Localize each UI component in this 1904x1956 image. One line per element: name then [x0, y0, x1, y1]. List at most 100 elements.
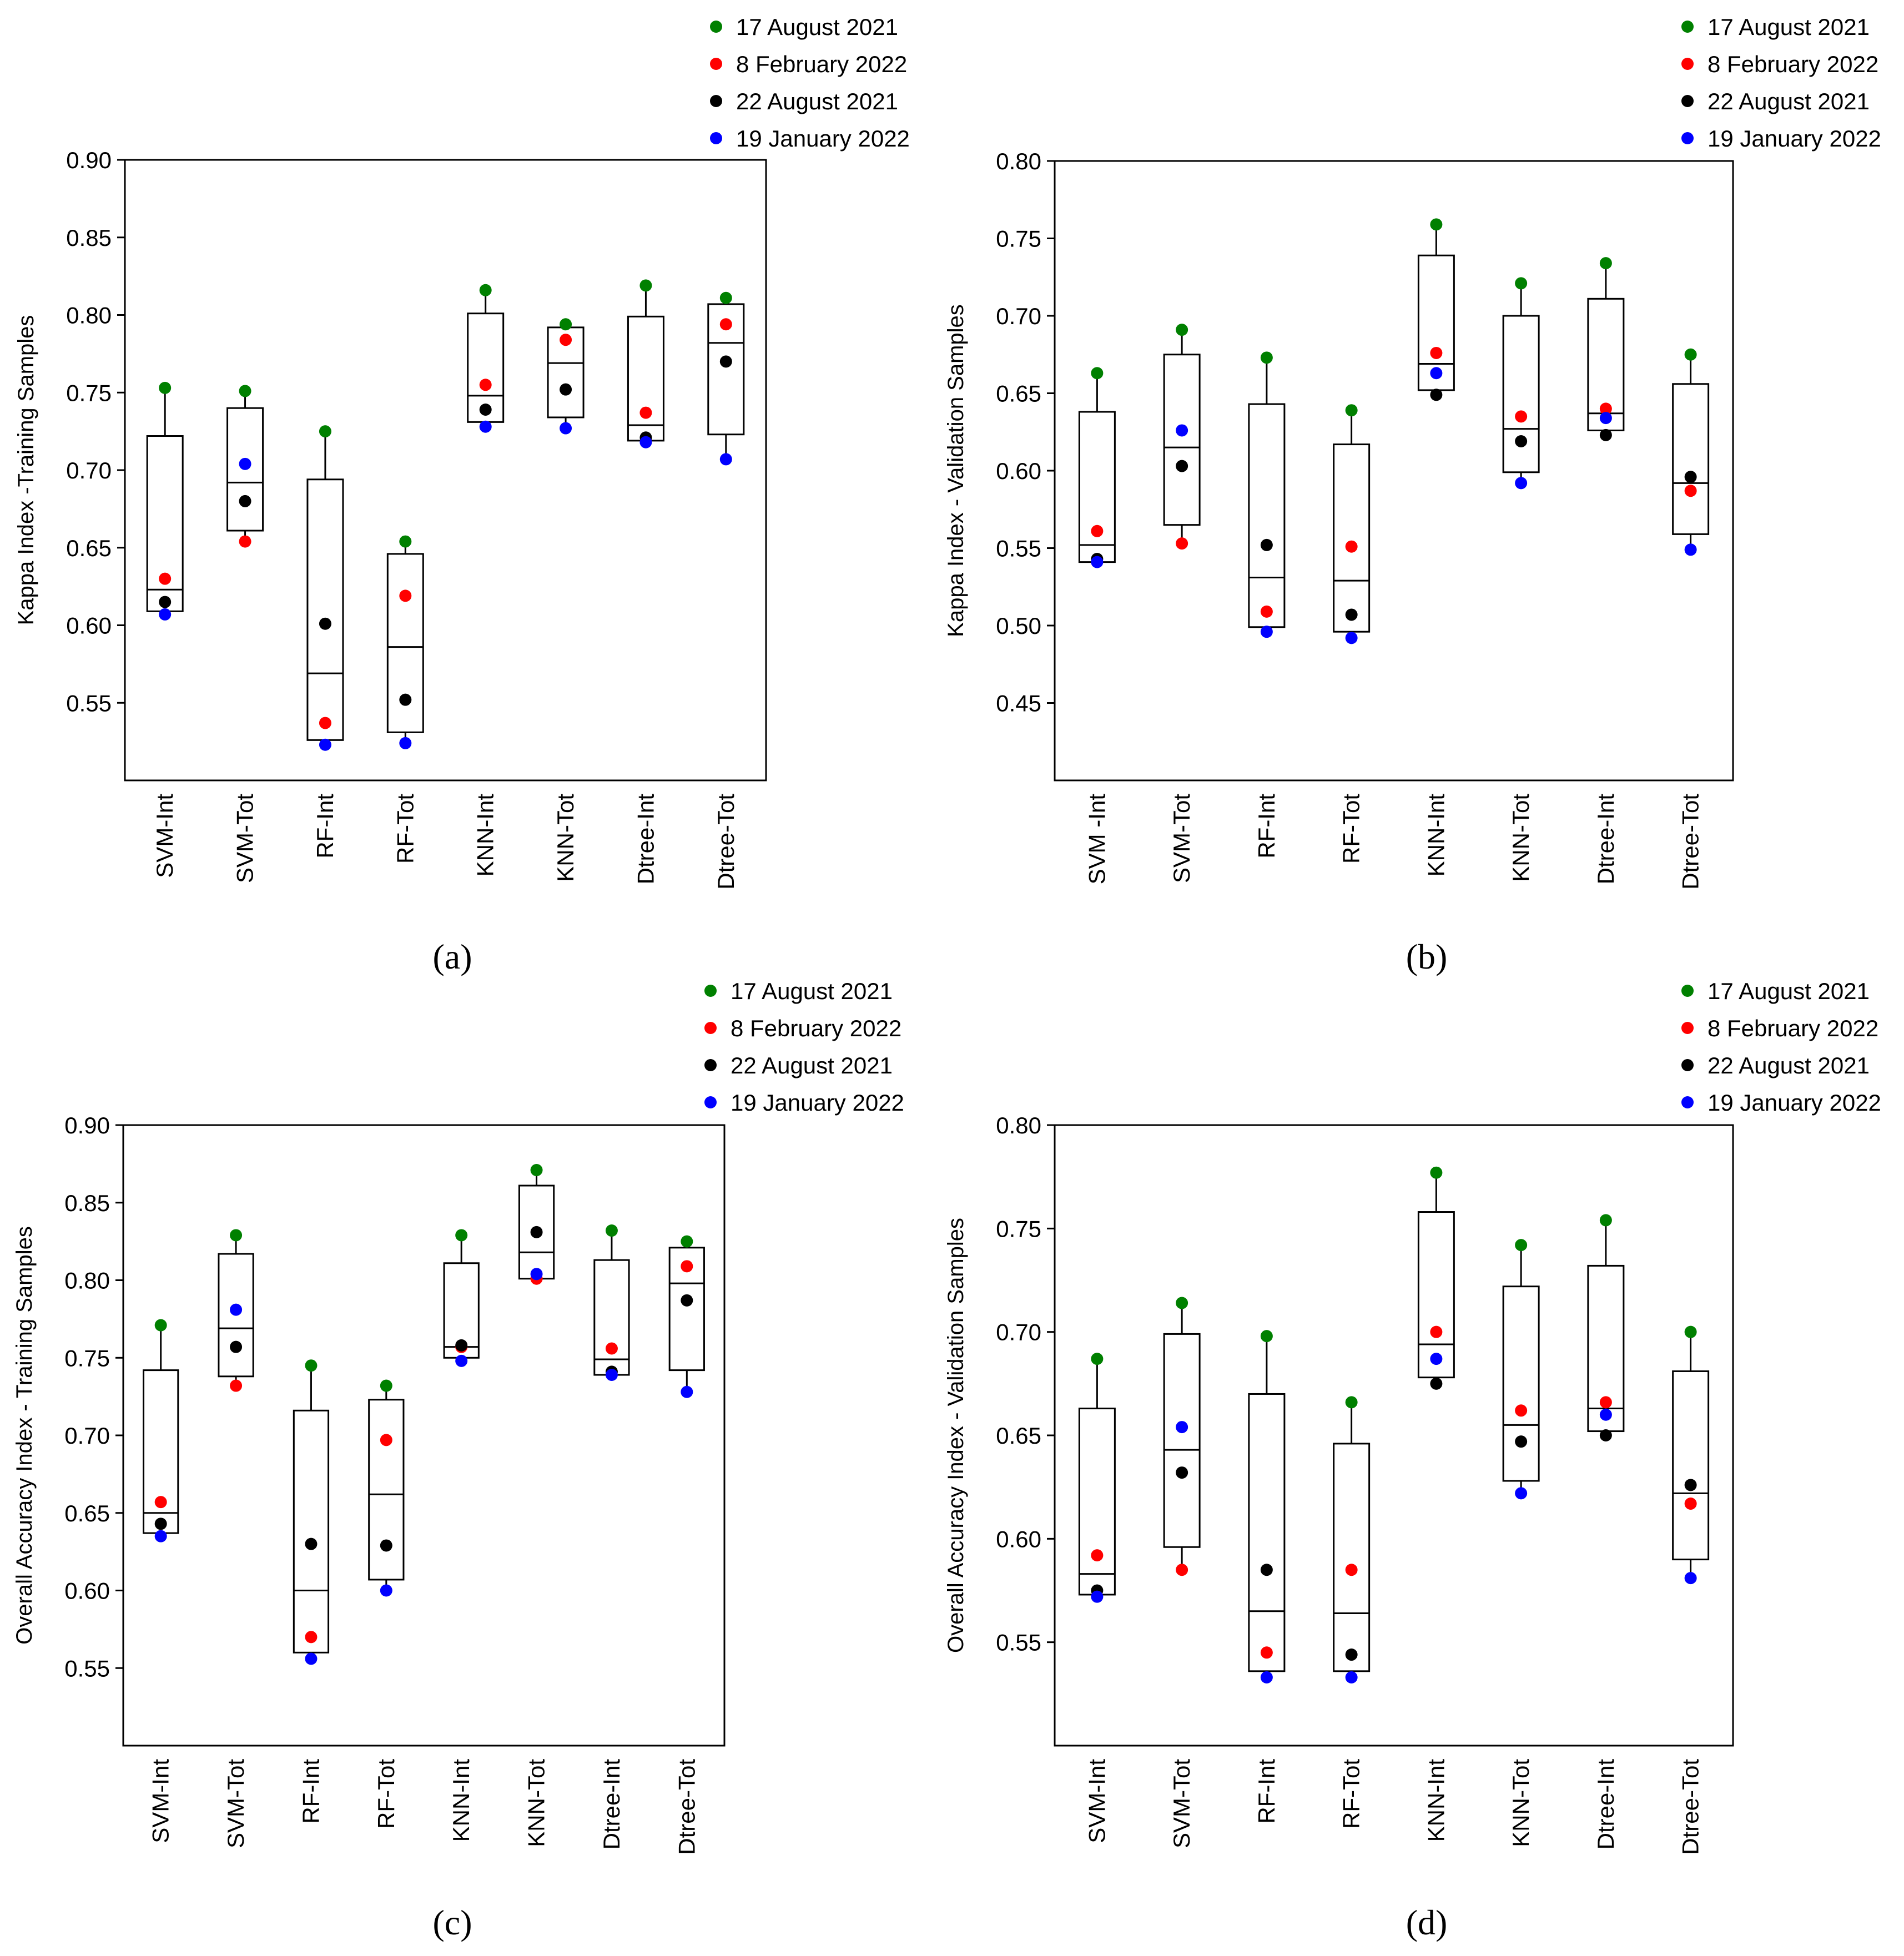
point-19-january-2022 — [1091, 1590, 1104, 1603]
point-22-august-2021 — [1599, 428, 1612, 441]
legend-marker — [704, 985, 717, 997]
y-tick-label: 0.90 — [64, 1112, 110, 1138]
x-tick-label: KNN-Tot — [1508, 794, 1534, 882]
point-8-february-2022 — [1599, 1396, 1612, 1409]
point-19-january-2022 — [159, 608, 172, 621]
x-tick-label: SVM-Tot — [1168, 1759, 1195, 1848]
point-19-january-2022 — [1515, 477, 1528, 490]
point-22-august-2021 — [1430, 389, 1443, 401]
point-17-august-2021 — [605, 1224, 618, 1237]
point-17-august-2021 — [479, 284, 492, 296]
legend: 17 August 2021 8 February 2022 22 August 2… — [710, 14, 910, 152]
legend-marker — [1681, 58, 1694, 70]
point-17-august-2021 — [1430, 1166, 1443, 1179]
point-19-january-2022 — [399, 737, 412, 749]
legend-label: 17 August 2021 — [731, 978, 893, 1004]
point-19-january-2022 — [1599, 1408, 1612, 1421]
y-tick-label: 0.45 — [996, 690, 1041, 717]
point-17-august-2021 — [319, 425, 331, 438]
point-8-february-2022 — [479, 379, 492, 391]
y-tick-label: 0.70 — [996, 1319, 1041, 1345]
point-17-august-2021 — [1599, 1214, 1612, 1227]
point-17-august-2021 — [560, 318, 572, 331]
y-tick-label: 0.70 — [64, 1423, 110, 1449]
point-17-august-2021 — [1515, 1239, 1528, 1252]
point-22-august-2021 — [319, 617, 331, 630]
point-8-february-2022 — [605, 1342, 618, 1355]
point-22-august-2021 — [380, 1539, 392, 1552]
chart-panel-a: 0.90 0.85 0.80 0.75 0.70 0.65 0.60 0.55 Kappa In… — [14, 14, 910, 976]
point-8-february-2022 — [1430, 1325, 1443, 1338]
point-17-august-2021 — [1345, 404, 1358, 417]
point-22-august-2021 — [1260, 538, 1273, 551]
point-22-august-2021 — [154, 1518, 167, 1530]
y-tick-label: 0.75 — [996, 226, 1041, 252]
box-knn-tot — [1502, 315, 1540, 473]
y-tick-label: 0.65 — [66, 535, 112, 561]
point-17-august-2021 — [1345, 1396, 1358, 1409]
legend-marker — [710, 95, 722, 107]
point-8-february-2022 — [1260, 1646, 1273, 1659]
x-tick-label: Dtree-Int — [598, 1759, 624, 1850]
box-svm-int — [146, 435, 184, 612]
x-tick-label: Dtree-Tot — [1678, 794, 1704, 890]
point-22-august-2021 — [399, 693, 412, 706]
plot-frame — [1054, 1124, 1734, 1747]
box-dtree-tot — [707, 303, 745, 436]
point-19-january-2022 — [1599, 412, 1612, 425]
y-tick-label: 0.55 — [66, 690, 112, 716]
point-19-january-2022 — [455, 1354, 468, 1367]
x-tick-label: KNN-Tot — [523, 1759, 550, 1847]
panel-label: (b) — [1406, 937, 1448, 976]
x-tick-label: RF-Tot — [1338, 794, 1364, 864]
x-tick-label: RF-Tot — [373, 1759, 399, 1829]
y-tick-label: 0.55 — [64, 1655, 110, 1681]
x-tick-label: KNN-Tot — [552, 794, 578, 882]
legend-label: 19 January 2022 — [731, 1090, 904, 1116]
y-tick-label: 0.70 — [996, 303, 1041, 329]
point-22-august-2021 — [1684, 1479, 1697, 1491]
plot-frame — [122, 1124, 726, 1747]
y-tick-label: 0.85 — [64, 1190, 110, 1216]
point-8-february-2022 — [1684, 485, 1697, 497]
legend: 17 August 2021 8 February 2022 22 August 2… — [1681, 978, 1881, 1116]
y-tick-label: 0.60 — [996, 458, 1041, 484]
legend-label: 22 August 2021 — [731, 1052, 893, 1078]
legend-label: 8 February 2022 — [736, 51, 907, 77]
y-tick-label: 0.75 — [64, 1345, 110, 1371]
point-17-august-2021 — [719, 291, 732, 304]
y-tick-label: 0.65 — [996, 381, 1041, 407]
point-8-february-2022 — [1430, 346, 1443, 359]
point-19-january-2022 — [560, 422, 572, 435]
point-22-august-2021 — [1345, 608, 1358, 621]
point-22-august-2021 — [305, 1537, 318, 1550]
y-tick-label: 0.90 — [66, 147, 112, 173]
y-axis-label: Overall Accuracy Index - Training Sample… — [12, 1226, 37, 1645]
point-19-january-2022 — [1345, 1671, 1358, 1684]
box-svm-tot — [1163, 354, 1201, 526]
point-19-january-2022 — [1684, 1572, 1697, 1585]
point-19-january-2022 — [1091, 556, 1104, 568]
y-tick-label: 0.60 — [66, 613, 112, 639]
box-rf-tot — [386, 553, 424, 733]
point-22-august-2021 — [455, 1339, 468, 1352]
point-8-february-2022 — [1515, 410, 1528, 423]
legend-marker — [704, 1059, 717, 1071]
point-19-january-2022 — [380, 1584, 392, 1597]
point-8-february-2022 — [1345, 1564, 1358, 1576]
point-22-august-2021 — [1260, 1564, 1273, 1576]
point-19-january-2022 — [479, 420, 492, 433]
point-17-august-2021 — [154, 1319, 167, 1332]
point-17-august-2021 — [455, 1229, 468, 1242]
point-8-february-2022 — [719, 318, 732, 331]
y-tick-label: 0.80 — [996, 1112, 1041, 1138]
legend: 17 August 2021 8 February 2022 22 August 2… — [704, 978, 904, 1116]
point-8-february-2022 — [1515, 1404, 1528, 1417]
point-17-august-2021 — [1176, 324, 1188, 336]
legend-label: 17 August 2021 — [1707, 14, 1870, 40]
point-19-january-2022 — [639, 436, 652, 448]
x-tick-label: RF-Tot — [1338, 1759, 1364, 1829]
point-19-january-2022 — [1176, 1421, 1188, 1434]
x-tick-label: Dtree-Tot — [673, 1759, 699, 1855]
point-22-august-2021 — [159, 596, 172, 608]
